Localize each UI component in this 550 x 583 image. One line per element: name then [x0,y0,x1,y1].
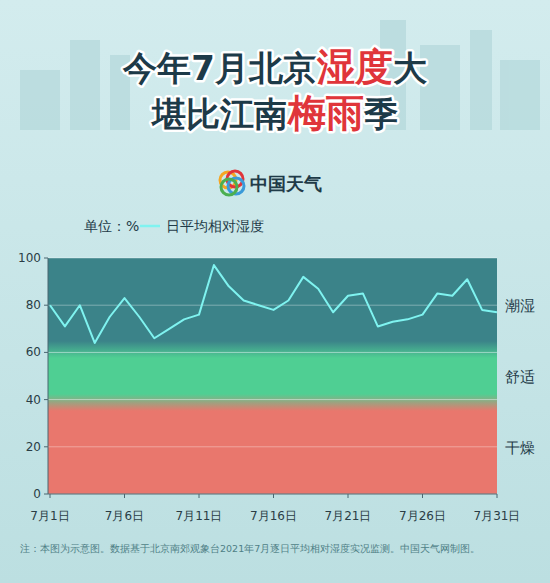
grid-line [48,258,497,259]
data-line [50,265,497,343]
y-label: 单位：% [84,218,139,234]
title-part: 季 [363,94,398,134]
y-tick-label: 20 [26,440,41,454]
y-tick-label: 60 [26,345,41,359]
legend-label: 日平均相对湿度 [166,218,264,234]
title: 今年7月北京湿度大堪比江南梅雨季 [122,45,427,135]
title-line: 今年7月北京湿度大 [122,45,427,89]
note: 注：本图为示意图。数据基于北京南郊观象台2021年7月逐日平均相对湿度实况监测。… [20,543,480,554]
x-tick-label: 7月26日 [399,509,446,523]
band-label: 舒适 [505,368,535,386]
background [0,0,550,583]
chart: 今年7月北京湿度大堪比江南梅雨季中国天气单位：%日平均相对湿度潮湿舒适干燥020… [0,0,550,583]
series-group [50,265,497,343]
y-tick-label: 40 [26,393,41,407]
y-tick [44,399,48,400]
grid-line [48,494,497,495]
band [48,352,497,399]
y-tick [44,305,48,306]
band [48,400,497,494]
grid [44,258,497,494]
grid-line [48,446,497,447]
y-tick-label: 100 [18,251,41,265]
x-tick-label: 7月21日 [325,509,372,523]
band [48,258,497,352]
y-tick [44,446,48,447]
x-tick [422,494,423,498]
x-tick [348,494,349,498]
logo: 中国天气 [220,171,322,195]
logo-ring [221,179,237,195]
x-tick-label: 7月11日 [176,509,223,523]
x-tick-label: 7月1日 [30,509,69,523]
grid-line [48,399,497,400]
title-part: 大 [393,48,427,88]
x-tick [50,494,51,498]
x-tick [273,494,274,498]
legend-swatch [140,225,160,228]
y-tick [44,258,48,259]
y-tick-label: 80 [26,298,41,312]
logo-text: 中国天气 [250,173,322,194]
y-tick-label: 0 [33,487,41,501]
title-part: 今年7月北京 [122,48,317,88]
x-tick [124,494,125,498]
x-tick [199,494,200,498]
x-tick-label: 7月16日 [250,509,297,523]
band-label: 潮湿 [505,297,535,315]
band-label: 干燥 [505,439,535,457]
title-part: 梅雨 [286,91,364,135]
title-line: 堪比江南梅雨季 [150,91,398,135]
title-part: 湿度 [316,45,393,89]
bands [48,258,497,494]
x-axis [48,494,497,495]
y-tick [44,494,48,495]
x-tick-label: 7月31日 [474,509,521,523]
y-tick [44,352,48,353]
x-tick [497,494,498,498]
x-tick-label: 7月6日 [105,509,144,523]
title-part: 堪比江南 [150,94,288,134]
y-axis [48,258,49,494]
grid-line [48,352,497,353]
